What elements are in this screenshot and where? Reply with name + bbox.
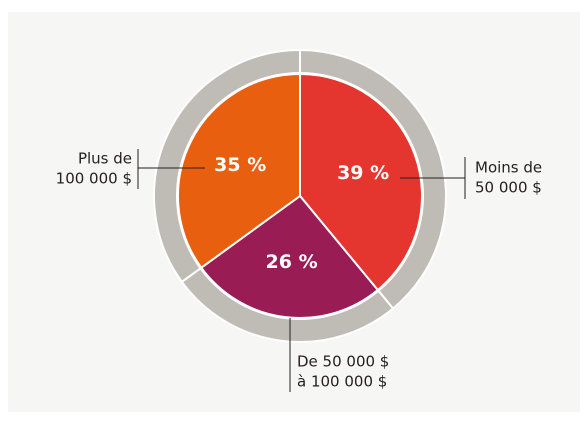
- category-label: 50 000 $: [475, 179, 542, 197]
- category-label: Plus de: [78, 150, 132, 168]
- value-label: 35 %: [214, 154, 266, 176]
- slice: [199, 194, 380, 319]
- slice: [299, 72, 423, 292]
- category-label: à 100 000 $: [297, 373, 387, 391]
- slice: [177, 72, 301, 270]
- category-label: De 50 000 $: [297, 353, 389, 371]
- value-label: 26 %: [266, 251, 318, 273]
- category-label: 100 000 $: [56, 170, 132, 188]
- category-label: Moins de: [475, 159, 542, 177]
- value-label: 39 %: [337, 162, 389, 184]
